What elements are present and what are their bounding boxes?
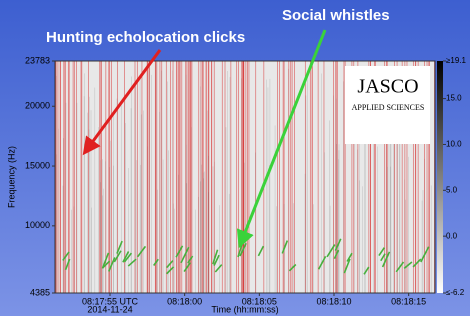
colorbar-tick-label: 15.0 [446, 94, 462, 103]
y-tick-label: 20000 [25, 101, 50, 111]
colorbar-tick-label: ≤-6.2 [446, 288, 465, 297]
y-tick-label: 23783 [25, 55, 50, 65]
logo-tagline: APPLIED SCIENCES [352, 103, 425, 112]
y-axis-label: Frequency (Hz) [6, 146, 16, 208]
colorbar-tick-label: 10.0 [446, 140, 462, 149]
colorbar [437, 61, 443, 293]
x-tick-label: 08:18:15 [391, 296, 426, 306]
annotation: Hunting echolocation clicks [46, 29, 245, 46]
colorbar-tick-label: ≥19.1 [446, 56, 467, 65]
x-tick-label: 08:17:55 UTC [82, 296, 139, 306]
colorbar-tick-label: 5.0 [446, 185, 458, 194]
x-tick-label: 08:18:10 [316, 296, 351, 306]
y-tick-label: 10000 [25, 220, 50, 230]
y-tick-label: 15000 [25, 160, 50, 170]
x-tick-label: 08:18:05 [242, 296, 277, 306]
annotation: Social whistles [282, 7, 390, 24]
logo-name: JASCO [357, 76, 418, 98]
colorbar-tick-label: 0.0 [446, 231, 458, 240]
slide: JASCO APPLIED SCIENCES Social whistles H… [0, 0, 470, 316]
y-tick-label: 4385 [30, 287, 50, 297]
x-tick-label: 08:18:00 [167, 296, 202, 306]
